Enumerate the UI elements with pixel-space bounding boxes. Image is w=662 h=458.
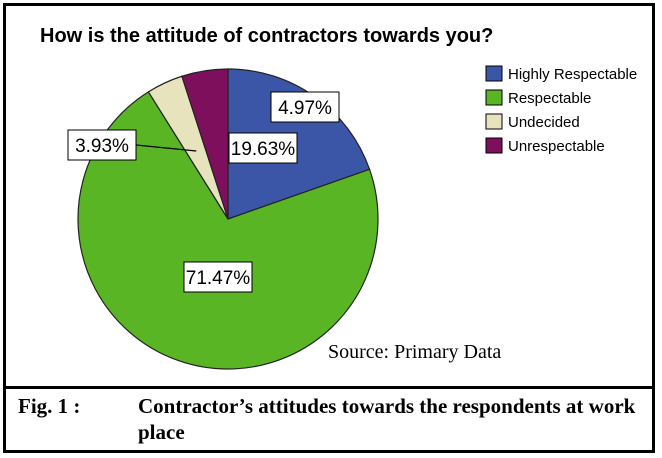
data-labels: 19.63% 71.47% 3.93% 4.97%: [67, 91, 340, 293]
data-label-unrespectable: 4.97%: [270, 91, 340, 123]
legend-swatch: [485, 89, 503, 106]
legend: Highly Respectable Respectable Undecided Un…: [485, 65, 637, 155]
data-label-respectable: 71.47%: [183, 261, 253, 293]
legend-label: Unrespectable: [508, 138, 605, 155]
data-label-highly-respectable: 19.63%: [228, 132, 298, 164]
data-label-undecided: 3.93%: [67, 129, 197, 161]
legend-label: Undecided: [508, 114, 580, 131]
pie-slices: [77, 68, 379, 370]
chart-title: How is the attitude of contractors towar…: [40, 25, 493, 47]
figure-number: Fig. 1 :: [18, 394, 81, 418]
svg-text:71.47%: 71.47%: [186, 268, 251, 289]
legend-swatch: [485, 137, 503, 154]
legend-label: Highly Respectable: [508, 66, 637, 83]
legend-swatch: [485, 113, 503, 130]
figure-caption-text: Contractor’s attitudes towards the respo…: [138, 394, 636, 444]
divider: [6, 386, 652, 389]
legend-swatch: [485, 65, 503, 82]
legend-item-highly-respectable: Highly Respectable: [485, 65, 637, 83]
figure-frame: How is the attitude of contractors towar…: [3, 3, 655, 453]
chart-area: How is the attitude of contractors towar…: [6, 6, 652, 386]
svg-text:19.63%: 19.63%: [231, 139, 296, 160]
svg-text:4.97%: 4.97%: [278, 98, 332, 119]
svg-text:3.93%: 3.93%: [75, 136, 129, 157]
pie-slice-respectable: [77, 91, 379, 370]
leader-line-undecided: [135, 144, 197, 152]
legend-item-undecided: Undecided: [485, 113, 580, 131]
pie-chart: How is the attitude of contractors towar…: [40, 25, 637, 370]
legend-label: Respectable: [508, 90, 591, 107]
source-annotation: Source: Primary Data: [328, 341, 501, 363]
legend-item-unrespectable: Unrespectable: [485, 137, 605, 155]
legend-item-respectable: Respectable: [485, 89, 591, 107]
pie-slice-unrespectable: [181, 68, 229, 220]
